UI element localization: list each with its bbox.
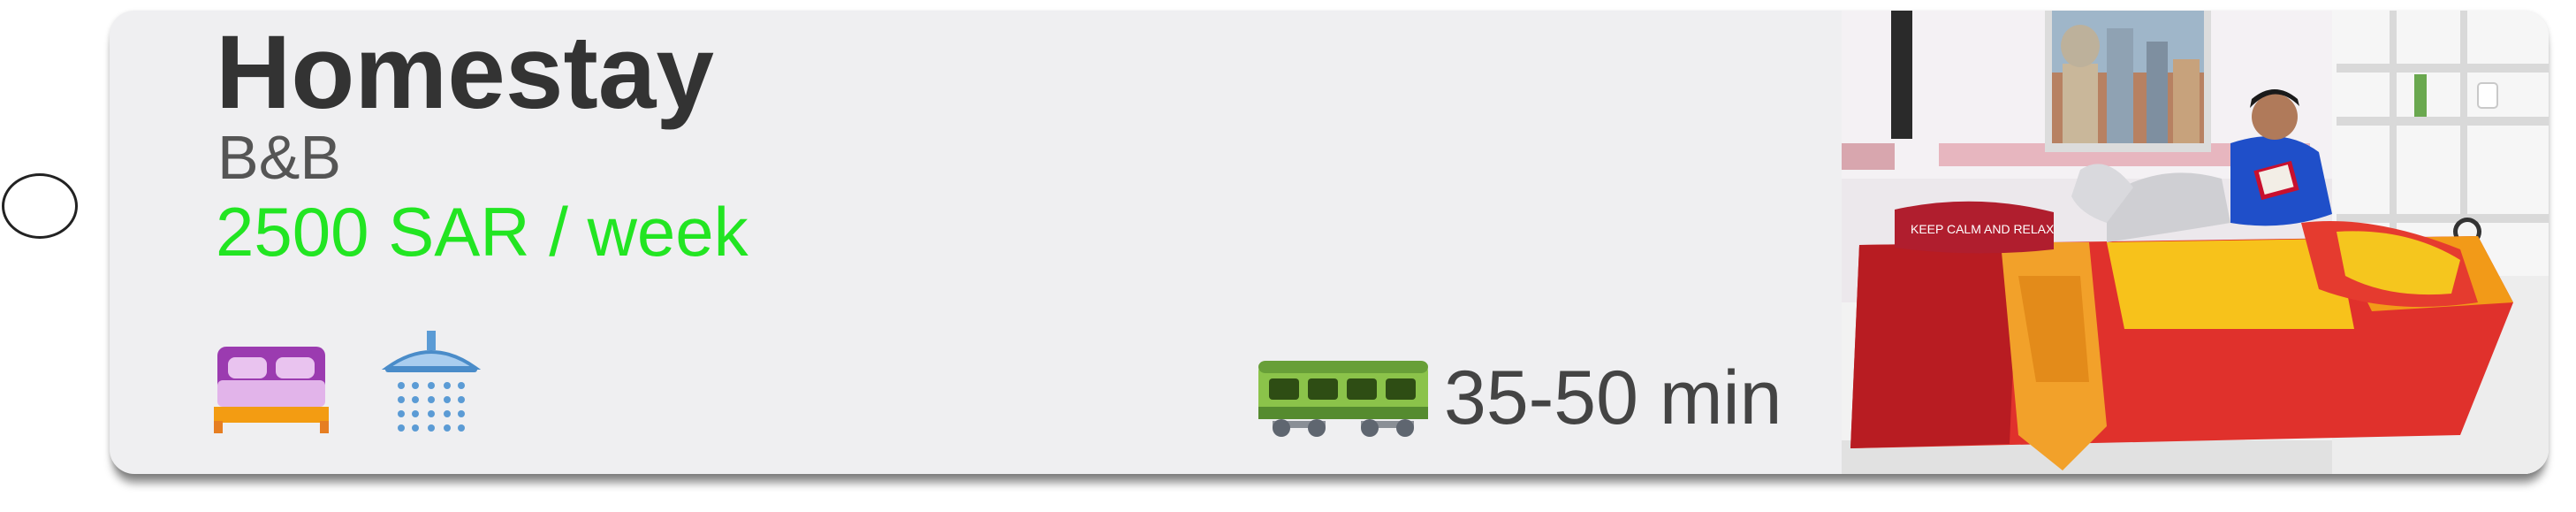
listing-title: Homestay — [216, 14, 715, 131]
commute-time: 35-50 min — [1444, 355, 1782, 440]
listing-type: B&B — [217, 123, 342, 192]
room-photo: KEEP CALM AND RELAX — [1842, 11, 2549, 474]
train-icon — [1258, 361, 1428, 437]
bed-icon — [214, 347, 329, 433]
select-radio-button[interactable] — [2, 173, 78, 239]
listing-card[interactable]: Homestay B&B 2500 SAR / week — [110, 11, 2549, 474]
commute-info: 35-50 min — [1255, 357, 1782, 439]
pillow-text: KEEP CALM AND RELAX — [1911, 222, 2055, 236]
shower-icon — [382, 331, 481, 432]
listing-price: 2500 SAR / week — [216, 193, 748, 271]
